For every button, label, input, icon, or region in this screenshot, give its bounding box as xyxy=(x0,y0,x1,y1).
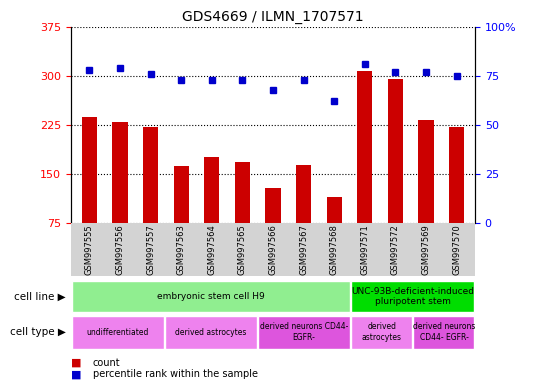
Text: GSM997570: GSM997570 xyxy=(452,224,461,275)
Bar xyxy=(235,162,250,272)
Bar xyxy=(351,316,412,349)
Text: derived neurons
CD44- EGFR-: derived neurons CD44- EGFR- xyxy=(413,323,475,342)
Bar xyxy=(174,166,189,272)
Bar xyxy=(418,120,434,272)
Bar xyxy=(413,316,474,349)
Bar xyxy=(296,165,311,272)
Text: GSM997572: GSM997572 xyxy=(391,224,400,275)
Bar xyxy=(449,127,464,272)
Bar xyxy=(82,117,97,272)
Bar xyxy=(327,197,342,272)
Bar xyxy=(388,79,403,272)
Text: GSM997569: GSM997569 xyxy=(422,224,431,275)
Title: GDS4669 / ILMN_1707571: GDS4669 / ILMN_1707571 xyxy=(182,10,364,25)
Text: derived
astrocytes: derived astrocytes xyxy=(362,323,402,342)
Text: cell type ▶: cell type ▶ xyxy=(10,327,66,337)
Text: GSM997568: GSM997568 xyxy=(330,224,339,275)
Text: GSM997556: GSM997556 xyxy=(115,224,124,275)
Text: GSM997563: GSM997563 xyxy=(177,224,186,275)
Bar xyxy=(72,281,350,312)
Bar xyxy=(258,316,350,349)
Text: ■: ■ xyxy=(71,358,81,368)
Bar xyxy=(204,157,219,272)
Text: count: count xyxy=(93,358,121,368)
Text: derived neurons CD44-
EGFR-: derived neurons CD44- EGFR- xyxy=(260,323,348,342)
Bar xyxy=(351,281,474,312)
Bar xyxy=(112,121,128,272)
Text: GSM997567: GSM997567 xyxy=(299,224,308,275)
Bar xyxy=(143,127,158,272)
Text: GSM997571: GSM997571 xyxy=(360,224,369,275)
Text: GSM997565: GSM997565 xyxy=(238,224,247,275)
Bar xyxy=(357,71,372,272)
Text: percentile rank within the sample: percentile rank within the sample xyxy=(93,369,258,379)
Text: UNC-93B-deficient-induced
pluripotent stem: UNC-93B-deficient-induced pluripotent st… xyxy=(352,287,474,306)
Bar xyxy=(265,188,281,272)
Text: undifferentiated: undifferentiated xyxy=(86,328,149,337)
Text: GSM997555: GSM997555 xyxy=(85,224,94,275)
Text: cell line ▶: cell line ▶ xyxy=(14,291,66,302)
Text: ■: ■ xyxy=(71,369,81,379)
Text: GSM997557: GSM997557 xyxy=(146,224,155,275)
Bar xyxy=(72,316,164,349)
Text: embryonic stem cell H9: embryonic stem cell H9 xyxy=(157,292,265,301)
Bar xyxy=(165,316,257,349)
Text: derived astrocytes: derived astrocytes xyxy=(175,328,247,337)
Text: GSM997564: GSM997564 xyxy=(207,224,216,275)
Text: GSM997566: GSM997566 xyxy=(269,224,277,275)
